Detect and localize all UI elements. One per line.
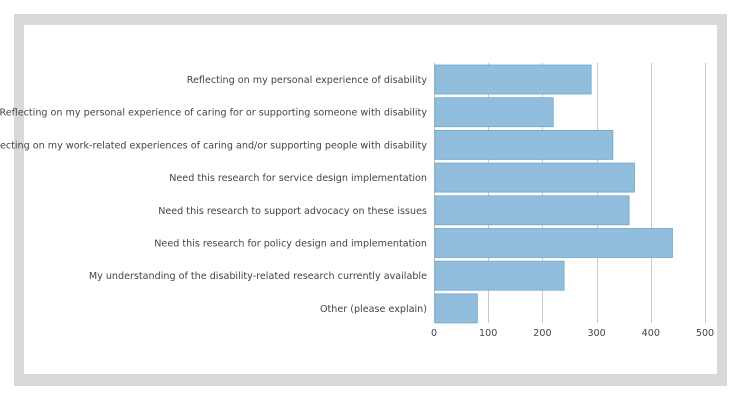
bar: [434, 293, 478, 324]
category-label: Other (please explain): [320, 304, 427, 315]
bar: [434, 129, 614, 160]
x-tick-label: 100: [479, 328, 497, 339]
bar: [434, 260, 565, 291]
bar: [434, 195, 630, 226]
x-axis-ticks: 0 100 200 300 400 500: [431, 328, 714, 339]
category-label: Reflecting on my work-related experience…: [0, 140, 427, 151]
bar: [434, 228, 673, 258]
category-label: Need this research for policy design and…: [154, 239, 427, 250]
category-label: Need this research to support advocacy o…: [158, 206, 427, 217]
category-label: My understanding of the disability-relat…: [89, 271, 427, 282]
bar: [434, 97, 554, 128]
x-tick-label: 400: [642, 328, 660, 339]
x-tick-label: 200: [533, 328, 551, 339]
category-label: Reflecting on my personal experience of …: [187, 75, 428, 86]
category-label: Need this research for service design im…: [169, 173, 427, 184]
category-label: Reflecting on my personal experience of …: [0, 108, 427, 119]
bars: [434, 64, 673, 324]
bar: [434, 64, 592, 95]
x-tick-label: 0: [431, 328, 437, 339]
category-labels: Reflecting on my personal experience of …: [0, 75, 427, 315]
bar: [434, 162, 635, 193]
x-tick-label: 500: [696, 328, 714, 339]
x-tick-label: 300: [587, 328, 605, 339]
